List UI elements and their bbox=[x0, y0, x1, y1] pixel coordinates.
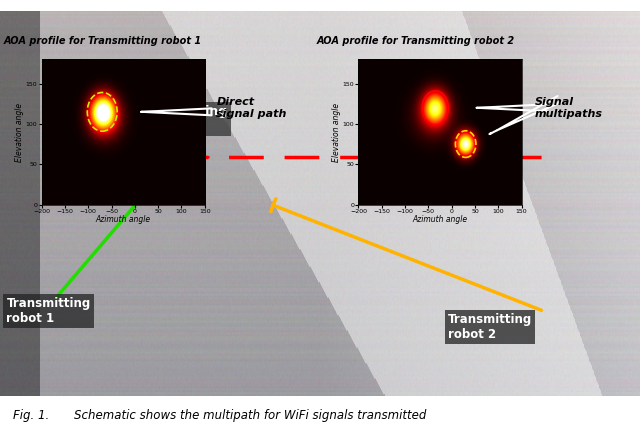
Text: Fig. 1.: Fig. 1. bbox=[13, 409, 49, 422]
Text: Schematic shows the multipath for WiFi signals transmitted: Schematic shows the multipath for WiFi s… bbox=[74, 409, 426, 422]
X-axis label: Azimuth angle: Azimuth angle bbox=[95, 215, 151, 224]
Text: Transmitting
robot 1: Transmitting robot 1 bbox=[6, 297, 91, 325]
Text: Signal
multipaths: Signal multipaths bbox=[534, 97, 602, 119]
Text: Receiving
robot: Receiving robot bbox=[160, 105, 228, 133]
Text: Direct
signal path: Direct signal path bbox=[216, 97, 287, 119]
Text: Transmitting
robot 2: Transmitting robot 2 bbox=[448, 313, 532, 341]
Text: AOA profile for Transmitting robot 2: AOA profile for Transmitting robot 2 bbox=[317, 36, 515, 46]
Text: AOA profile for Transmitting robot 1: AOA profile for Transmitting robot 1 bbox=[3, 36, 202, 46]
Y-axis label: Elevation angle: Elevation angle bbox=[332, 103, 341, 161]
X-axis label: Azimuth angle: Azimuth angle bbox=[412, 215, 468, 224]
Y-axis label: Elevation angle: Elevation angle bbox=[15, 103, 24, 161]
